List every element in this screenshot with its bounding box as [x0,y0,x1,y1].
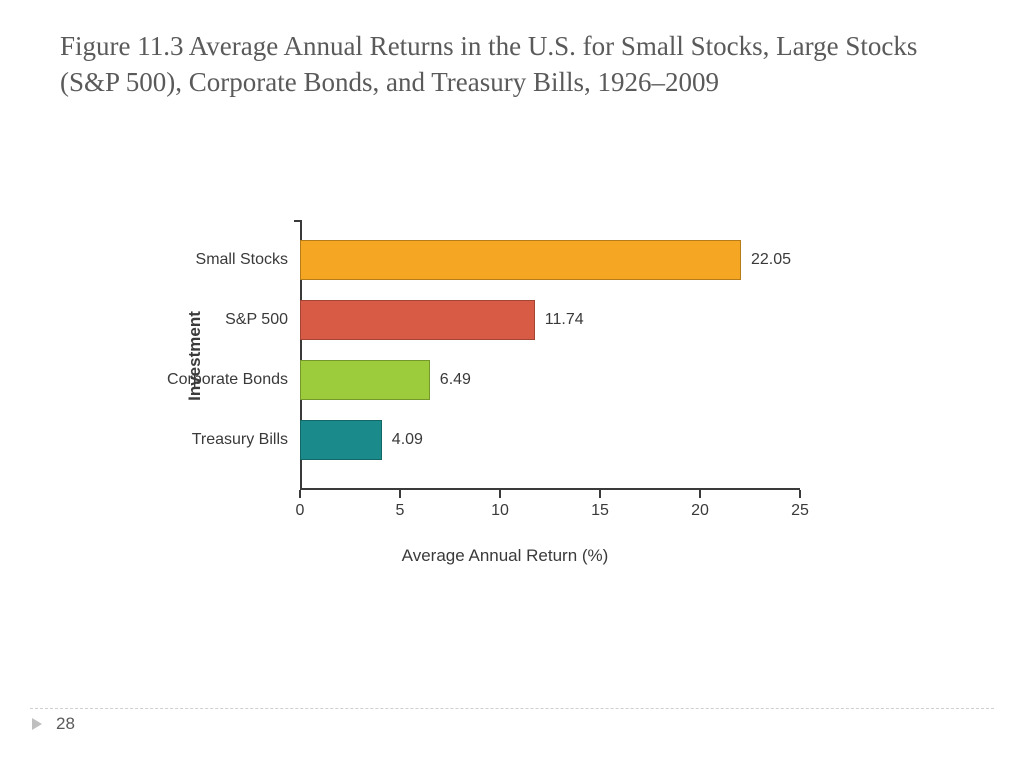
footer-divider [30,708,994,709]
bar-value-label: 22.05 [751,251,791,269]
x-tick [299,490,301,498]
bar [300,420,382,460]
bar-row: Small Stocks22.05 [300,240,791,280]
x-axis-label: Average Annual Return (%) [402,546,609,566]
slide-footer: 28 [30,712,994,736]
bar-row: Treasury Bills4.09 [300,420,423,460]
chart-plot: Small Stocks22.05 S&P 50011.74 Corporate B… [300,220,800,490]
figure-title: Figure 11.3 Average Annual Returns in th… [60,28,964,101]
x-tick-label: 25 [791,502,809,520]
play-icon [30,717,44,731]
x-axis-line [300,488,800,490]
bar-row: Corporate Bonds6.49 [300,360,471,400]
x-tick [599,490,601,498]
x-tick [799,490,801,498]
chart-container: Investment Small Stocks22.05S&P 50011.74… [180,220,830,560]
bar [300,240,741,280]
category-label: Treasury Bills [192,431,288,449]
bar-value-label: 4.09 [392,431,423,449]
bar [300,360,430,400]
x-tick-label: 15 [591,502,609,520]
x-tick-label: 20 [691,502,709,520]
x-tick [499,490,501,498]
category-label: Small Stocks [196,251,288,269]
x-tick [399,490,401,498]
bar-value-label: 6.49 [440,371,471,389]
bar [300,300,535,340]
x-tick-label: 5 [396,502,405,520]
bar-row: S&P 50011.74 [300,300,584,340]
category-label: Corporate Bonds [167,371,288,389]
category-label: S&P 500 [225,311,288,329]
x-tick-label: 0 [296,502,305,520]
bar-value-label: 11.74 [545,311,584,329]
page-number: 28 [56,714,75,734]
x-tick-label: 10 [491,502,509,520]
x-tick [699,490,701,498]
